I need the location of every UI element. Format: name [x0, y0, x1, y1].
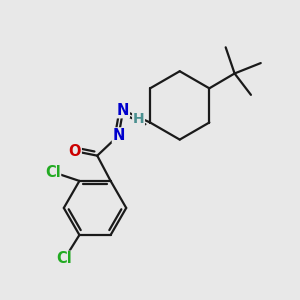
Text: Cl: Cl: [57, 251, 72, 266]
Text: N: N: [117, 103, 129, 118]
Text: N: N: [112, 128, 125, 143]
Text: Cl: Cl: [45, 164, 61, 179]
Text: O: O: [69, 144, 81, 159]
Text: H: H: [133, 112, 144, 125]
